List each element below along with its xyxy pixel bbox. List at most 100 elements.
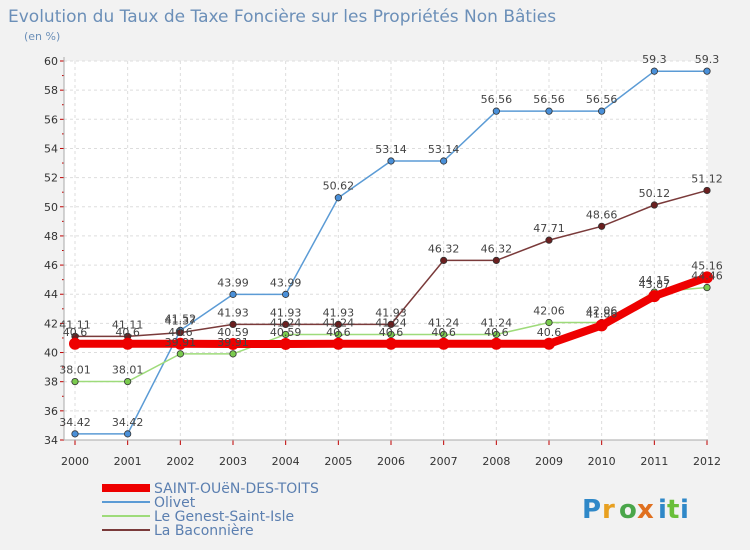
data-point — [69, 337, 81, 350]
data-point — [229, 350, 237, 358]
x-tick-label: 2001 — [114, 455, 142, 468]
data-label: 40.6 — [168, 326, 193, 339]
data-point — [543, 337, 555, 350]
data-label: 53.14 — [428, 143, 460, 156]
data-point — [176, 350, 184, 358]
data-point — [545, 107, 553, 115]
data-point — [334, 330, 342, 339]
data-label: 50.12 — [639, 187, 671, 200]
data-label: 39.91 — [217, 336, 249, 349]
data-label: 44.15 — [639, 274, 671, 287]
data-label: 56.56 — [533, 93, 565, 106]
y-tick-label: 40 — [44, 347, 58, 360]
data-label: 40.6 — [537, 326, 562, 339]
data-label: 42.06 — [586, 305, 618, 318]
data-label: 40.6 — [326, 326, 351, 339]
data-label: 51.12 — [691, 172, 723, 185]
axes: 34 36 38 40 42 44 46 48 50 52 54 56 58 60 2000 2001 2002… — [44, 55, 721, 468]
data-point — [387, 157, 395, 165]
logo-letter: i — [658, 495, 667, 525]
data-label: 40.6 — [115, 326, 140, 339]
data-label: 43.99 — [217, 276, 249, 289]
y-tick-label: 56 — [44, 113, 58, 126]
data-label: 34.42 — [59, 416, 91, 429]
data-label: 41.11 — [59, 318, 91, 331]
logo-letter: o — [619, 495, 637, 525]
data-point — [279, 337, 292, 350]
data-point — [229, 290, 237, 298]
data-point — [492, 107, 500, 115]
data-label: 41.11 — [112, 318, 144, 331]
data-label: 41.93 — [270, 306, 302, 319]
x-tick-label: 2010 — [588, 455, 616, 468]
data-label: 59.3 — [695, 53, 720, 66]
data-label: 40.6 — [63, 326, 88, 339]
x-tick-label: 2009 — [535, 455, 563, 468]
data-label: 40.59 — [270, 326, 302, 339]
data-point — [648, 290, 661, 303]
data-label: 41.24 — [481, 316, 513, 329]
data-label: 41.93 — [217, 306, 249, 319]
data-label: 40.6 — [484, 326, 509, 339]
y-tick-label: 42 — [44, 317, 58, 330]
x-tick-label: 2003 — [219, 455, 247, 468]
data-label: 38.01 — [112, 364, 144, 377]
data-label: 40.59 — [217, 326, 249, 339]
data-point — [598, 222, 606, 230]
data-point — [282, 290, 290, 298]
y-tick-label: 38 — [44, 376, 58, 389]
data-label: 40.6 — [379, 326, 404, 339]
x-tick-label: 2004 — [272, 455, 300, 468]
y-tick-label: 50 — [44, 201, 58, 214]
data-label: 41.37 — [165, 315, 197, 328]
data-point — [701, 271, 713, 284]
data-label: 41.24 — [375, 316, 407, 329]
data-point — [440, 157, 448, 165]
legend-label: Le Genest-Saint-Isle — [154, 509, 294, 525]
series-group — [69, 67, 713, 438]
data-point — [334, 194, 342, 202]
x-tick-label: 2007 — [430, 455, 458, 468]
data-point — [227, 337, 239, 350]
data-label: 40.6 — [431, 326, 456, 339]
y-tick-label: 46 — [44, 259, 58, 272]
data-label: 45.16 — [691, 259, 723, 272]
data-point — [598, 107, 606, 115]
gridlines — [64, 60, 708, 441]
y-tick-label: 52 — [44, 172, 58, 185]
data-point — [385, 337, 397, 350]
x-tick-label: 2002 — [166, 455, 194, 468]
data-label: 53.14 — [375, 143, 407, 156]
data-point — [703, 67, 711, 75]
data-label: 41.24 — [428, 316, 460, 329]
x-tick-label: 2000 — [61, 455, 89, 468]
data-label: 50.62 — [323, 180, 355, 193]
data-label: 43.87 — [639, 278, 671, 291]
data-label: 41.93 — [375, 306, 407, 319]
data-point — [121, 337, 134, 350]
series-3 — [69, 271, 713, 350]
legend-label: Olivet — [154, 495, 196, 511]
data-label: 46.32 — [428, 242, 460, 255]
series-2 — [71, 186, 711, 340]
data-label: 46.32 — [481, 242, 513, 255]
y-tick-label: 58 — [44, 84, 58, 97]
data-label: 39.91 — [165, 336, 197, 349]
y-tick-label: 36 — [44, 405, 58, 418]
data-point — [492, 330, 500, 339]
logo-letter: x — [637, 495, 654, 525]
data-label: 34.42 — [112, 416, 144, 429]
data-point — [334, 320, 342, 329]
data-label: 59.3 — [642, 53, 667, 66]
x-tick-label: 2008 — [482, 455, 510, 468]
logo-letter: r — [602, 495, 615, 525]
data-point — [124, 377, 132, 386]
y-tick-label: 48 — [44, 230, 58, 243]
data-point — [229, 320, 237, 329]
data-label: 41.86 — [586, 307, 618, 320]
data-point — [545, 236, 553, 244]
data-label: 38.01 — [59, 364, 91, 377]
data-point — [490, 337, 503, 350]
data-label: 41.93 — [323, 306, 355, 319]
data-point — [174, 337, 187, 350]
